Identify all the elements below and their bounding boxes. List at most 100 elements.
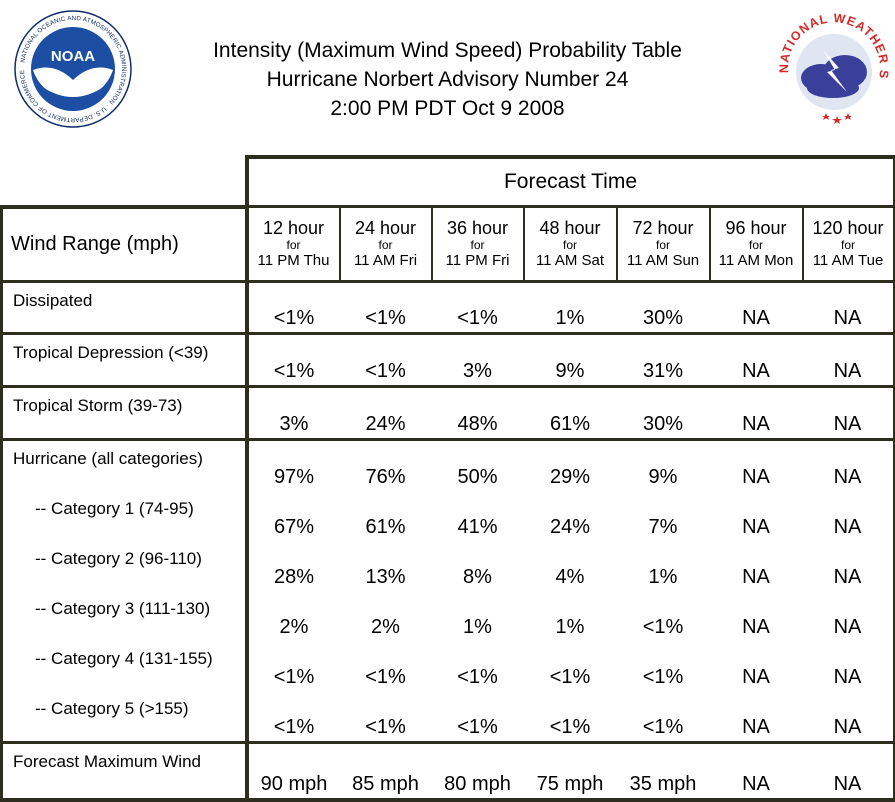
probability-cell: 3%: [246, 386, 340, 441]
probability-cell: 7%: [648, 516, 678, 538]
probability-cell: 8%: [463, 566, 492, 588]
row-label: Dissipated: [0, 281, 249, 335]
table-row: Tropical Storm (39-73) 3% 24% 48% 61% 30% NA NA: [0, 386, 895, 441]
period-for: for: [748, 238, 763, 252]
period-header: 24 hour for 11 AM Fri: [338, 205, 432, 283]
probability-cell: <1%: [642, 616, 684, 638]
probability-cell: 85 mph: [339, 742, 432, 802]
period-hours: 72 hour: [632, 218, 694, 238]
probability-cell: NA: [802, 641, 895, 691]
table-row: -- Category 2 (96-110) 28% 13% 8% 4% 1% NA NA: [0, 541, 895, 591]
probability-cell: 48%: [431, 386, 524, 441]
period-hours: 48 hour: [539, 218, 601, 238]
probability-cell: 1%: [463, 616, 492, 638]
probability-cell: 1%: [555, 616, 585, 638]
probability-cell: NA: [709, 742, 803, 802]
period-time: 11 PM Thu: [257, 252, 330, 269]
issue-time: 2:00 PM PDT Oct 9 2008: [330, 97, 565, 120]
period-time: 11 AM Fri: [353, 252, 418, 269]
probability-cell: <1%: [339, 281, 432, 335]
table-row: -- Category 4 (131-155) <1% <1% <1% <1% <1% NA…: [0, 641, 895, 691]
probability-cell: 13%: [365, 566, 406, 588]
probability-cell: NA: [802, 591, 895, 641]
period-header: 12 hour for 11 PM Thu: [245, 205, 340, 283]
period-header: 120 hour for 11 AM Tue: [801, 205, 895, 283]
row-label: -- Category 1 (74-95): [0, 491, 249, 541]
table-row: Tropical Depression (<39) <1% <1% 3% 9% 31% NA…: [0, 333, 895, 388]
period-time: 11 AM Tue: [812, 252, 884, 269]
page-title: Intensity (Maximum Wind Speed) Probabili…: [213, 39, 682, 62]
probability-cell: NA: [802, 541, 895, 591]
probability-cell: 9%: [523, 333, 617, 388]
forecast-time-header: Forecast Time: [244, 155, 895, 207]
probability-cell: <1%: [616, 691, 710, 744]
probability-cell: NA: [742, 516, 770, 538]
probability-cell: 41%: [457, 516, 498, 538]
probability-cell: NA: [709, 691, 803, 744]
probability-cell: 31%: [616, 333, 710, 388]
probability-cell: NA: [802, 439, 895, 491]
probability-cell: <1%: [457, 666, 498, 688]
probability-cell: 29%: [549, 466, 591, 488]
row-label: Tropical Depression (<39): [0, 333, 249, 388]
probability-cell: 3%: [431, 333, 524, 388]
probability-cell: <1%: [246, 691, 340, 744]
probability-cell: <1%: [365, 666, 406, 688]
period-header: 96 hour for 11 AM Mon: [708, 205, 803, 283]
table-row: -- Category 3 (111-130) 2% 2% 1% 1% <1% NA NA: [0, 591, 895, 641]
period-for: for: [562, 238, 577, 252]
period-hours: 96 hour: [725, 218, 787, 238]
probability-cell: 30%: [616, 386, 710, 441]
period-for: for: [286, 238, 301, 252]
probability-cell: 2%: [279, 616, 309, 638]
row-label: -- Category 3 (111-130): [0, 591, 249, 641]
probability-table: Forecast Time Wind Range (mph) 12 hour fo…: [0, 155, 895, 802]
period-hours: 24 hour: [354, 218, 417, 238]
advisory-title: Hurricane Norbert Advisory Number 24: [266, 68, 629, 91]
probability-cell: NA: [709, 386, 803, 441]
period-header: 48 hour for 11 AM Sat: [522, 205, 617, 283]
probability-cell: 1%: [523, 281, 617, 335]
period-hours: 12 hour: [262, 218, 325, 238]
period-for: for: [655, 238, 670, 252]
period-time: 11 PM Fri: [445, 252, 510, 269]
probability-cell: NA: [742, 666, 770, 688]
page-header: NATIONAL OCEANIC AND ATMOSPHERIC ADMINIS…: [0, 0, 895, 150]
table-row: -- Category 5 (>155) <1% <1% <1% <1% <1% NA NA: [0, 691, 895, 744]
table-row: Dissipated <1% <1% <1% 1% 30% NA NA: [0, 281, 895, 335]
noaa-logo-text: NOAA: [51, 48, 95, 65]
row-label: -- Category 5 (>155): [0, 691, 249, 744]
table-row: Forecast Maximum Wind 90 mph 85 mph 80 mph 7…: [0, 742, 895, 802]
probability-cell: 4%: [555, 566, 585, 588]
probability-cell: <1%: [642, 666, 684, 688]
probability-cell: <1%: [523, 691, 617, 744]
period-hours: 36 hour: [446, 218, 509, 238]
probability-cell: 97%: [273, 466, 315, 488]
probability-cell: 75 mph: [523, 742, 617, 802]
probability-cell: NA: [709, 281, 803, 335]
probability-cell: <1%: [273, 666, 315, 688]
table-row: Hurricane (all categories) 97% 76% 50% 29% 9%…: [0, 439, 895, 491]
row-label: Hurricane (all categories): [0, 439, 249, 491]
probability-cell: 24%: [549, 516, 591, 538]
probability-cell: 28%: [273, 566, 315, 588]
row-label: Forecast Maximum Wind: [0, 742, 249, 802]
probability-cell: <1%: [549, 666, 591, 688]
probability-cell: 61%: [365, 516, 406, 538]
probability-cell: 2%: [371, 616, 400, 638]
probability-cell: <1%: [431, 281, 524, 335]
noaa-logo: NATIONAL OCEANIC AND ATMOSPHERIC ADMINIS…: [14, 10, 132, 128]
period-time: 11 AM Sat: [535, 252, 605, 269]
title-block: Intensity (Maximum Wind Speed) Probabili…: [160, 36, 735, 123]
probability-cell: 90 mph: [246, 742, 340, 802]
probability-cell: NA: [802, 281, 895, 335]
probability-cell: NA: [742, 466, 770, 488]
period-for: for: [378, 238, 393, 252]
row-label: Tropical Storm (39-73): [0, 386, 249, 441]
probability-cell: 80 mph: [431, 742, 524, 802]
probability-cell: <1%: [246, 281, 340, 335]
probability-cell: 24%: [339, 386, 432, 441]
period-header: 72 hour for 11 AM Sun: [615, 205, 710, 283]
probability-cell: 61%: [523, 386, 617, 441]
probability-cell: NA: [802, 333, 895, 388]
